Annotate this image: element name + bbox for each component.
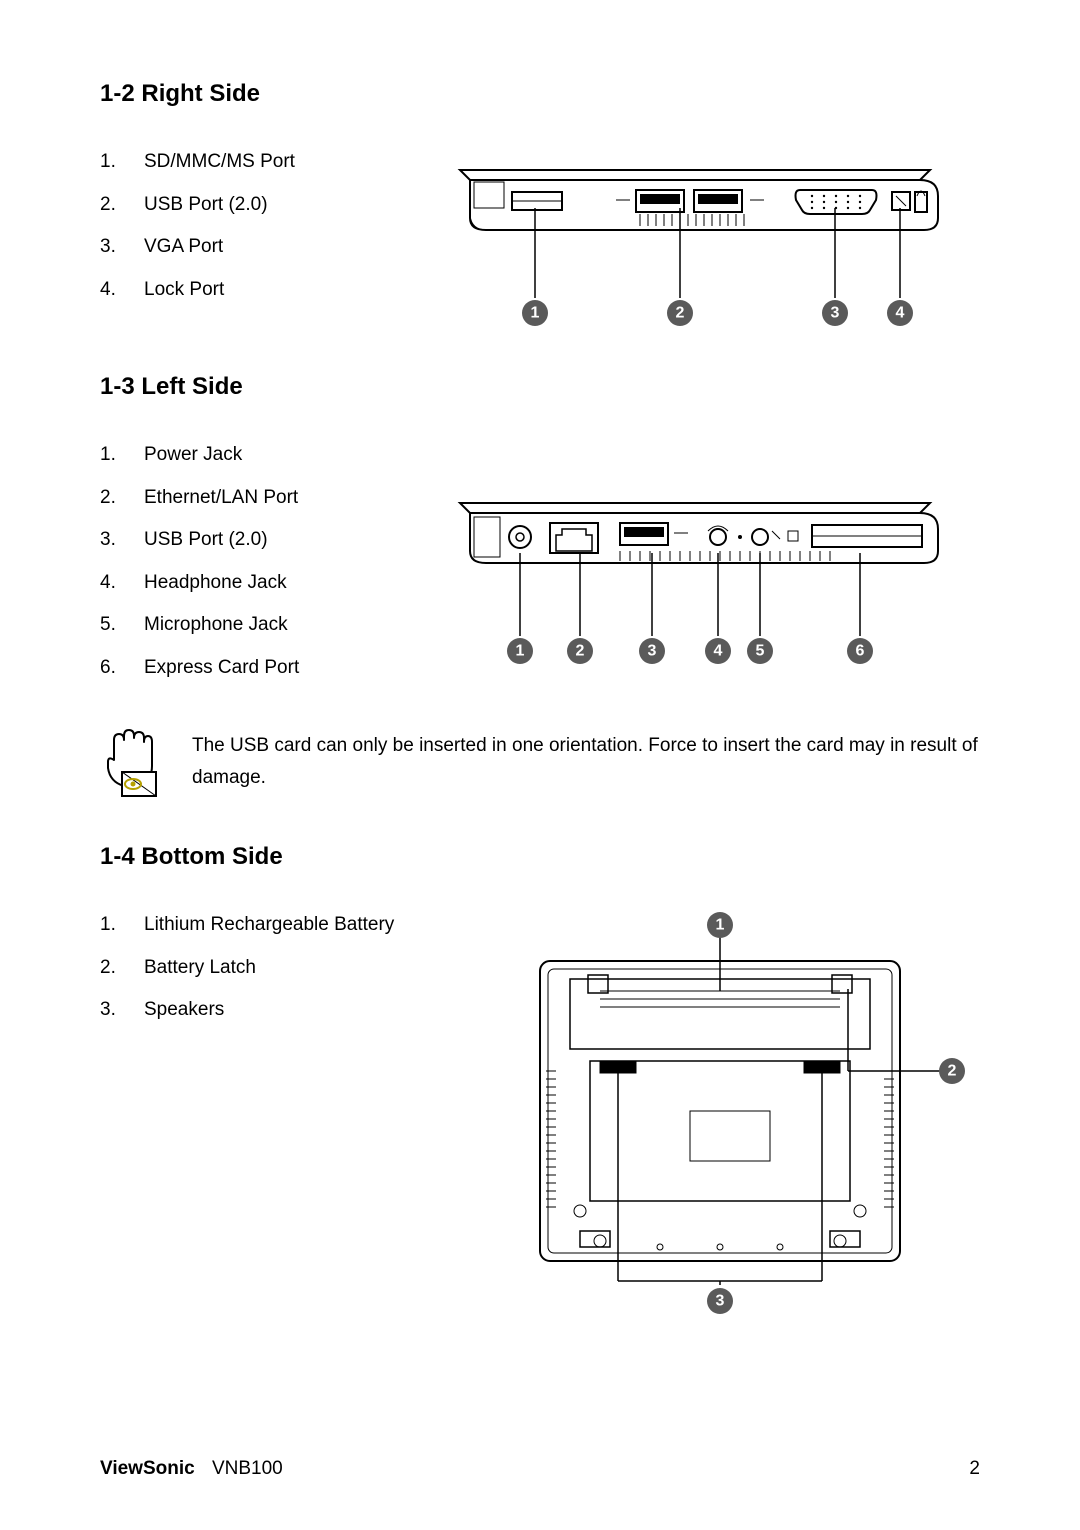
left-side-svg: 1 2 3 4 5 6 [440, 481, 950, 671]
bottom-side-item: Speakers [100, 996, 460, 1025]
svg-text:1: 1 [531, 305, 540, 322]
right-side-item: Lock Port [100, 276, 400, 305]
manual-page: 1-2 Right Side SD/MMC/MS Port USB Port (… [0, 0, 1080, 1530]
svg-text:3: 3 [831, 305, 840, 322]
svg-text:1: 1 [516, 643, 525, 660]
svg-text:3: 3 [716, 1293, 725, 1310]
page-footer: ViewSonic VNB100 2 [100, 1458, 980, 1480]
bottom-side-item: Battery Latch [100, 954, 460, 983]
left-side-item: Ethernet/LAN Port [100, 484, 400, 513]
svg-text:2: 2 [676, 305, 685, 322]
right-side-svg: 1 2 3 4 [440, 148, 950, 338]
footer-left: ViewSonic VNB100 [100, 1458, 283, 1480]
left-side-item: Power Jack [100, 441, 400, 470]
heading-right-side: 1-2 Right Side [100, 80, 980, 108]
left-side-item: Express Card Port [100, 654, 400, 683]
right-side-item: USB Port (2.0) [100, 191, 400, 220]
caution-note-text: The USB card can only be inserted in one… [192, 726, 980, 795]
bottom-side-list: Lithium Rechargeable Battery Battery Lat… [100, 911, 460, 1039]
bottom-side-item: Lithium Rechargeable Battery [100, 911, 460, 940]
section-bottom-side: Lithium Rechargeable Battery Battery Lat… [100, 911, 980, 1336]
svg-text:2: 2 [948, 1063, 957, 1080]
left-side-item: USB Port (2.0) [100, 526, 400, 555]
svg-text:5: 5 [756, 643, 765, 660]
bottom-side-diagram: 1 2 3 [500, 911, 980, 1336]
left-side-item: Headphone Jack [100, 569, 400, 598]
heading-bottom-side: 1-4 Bottom Side [100, 843, 980, 871]
caution-note: The USB card can only be inserted in one… [100, 726, 980, 803]
svg-text:2: 2 [576, 643, 585, 660]
footer-model: VNB100 [212, 1458, 283, 1479]
bottom-side-svg: 1 2 3 [500, 911, 970, 1331]
svg-text:4: 4 [896, 305, 905, 322]
left-side-item: Microphone Jack [100, 611, 400, 640]
heading-left-side: 1-3 Left Side [100, 373, 980, 401]
right-side-item: SD/MMC/MS Port [100, 148, 400, 177]
svg-text:1: 1 [716, 917, 725, 934]
right-side-item: VGA Port [100, 233, 400, 262]
svg-text:3: 3 [648, 643, 657, 660]
svg-text:6: 6 [856, 643, 865, 660]
footer-page-number: 2 [969, 1458, 980, 1480]
right-side-diagram: 1 2 3 4 [440, 148, 980, 343]
section-left-side: Power Jack Ethernet/LAN Port USB Port (2… [100, 441, 980, 696]
footer-brand: ViewSonic [100, 1458, 195, 1479]
svg-text:4: 4 [714, 643, 723, 660]
left-side-list: Power Jack Ethernet/LAN Port USB Port (2… [100, 441, 400, 696]
left-side-diagram: 1 2 3 4 5 6 [440, 441, 980, 676]
right-side-list: SD/MMC/MS Port USB Port (2.0) VGA Port L… [100, 148, 400, 318]
caution-hand-icon [100, 726, 162, 803]
section-right-side: SD/MMC/MS Port USB Port (2.0) VGA Port L… [100, 148, 980, 343]
